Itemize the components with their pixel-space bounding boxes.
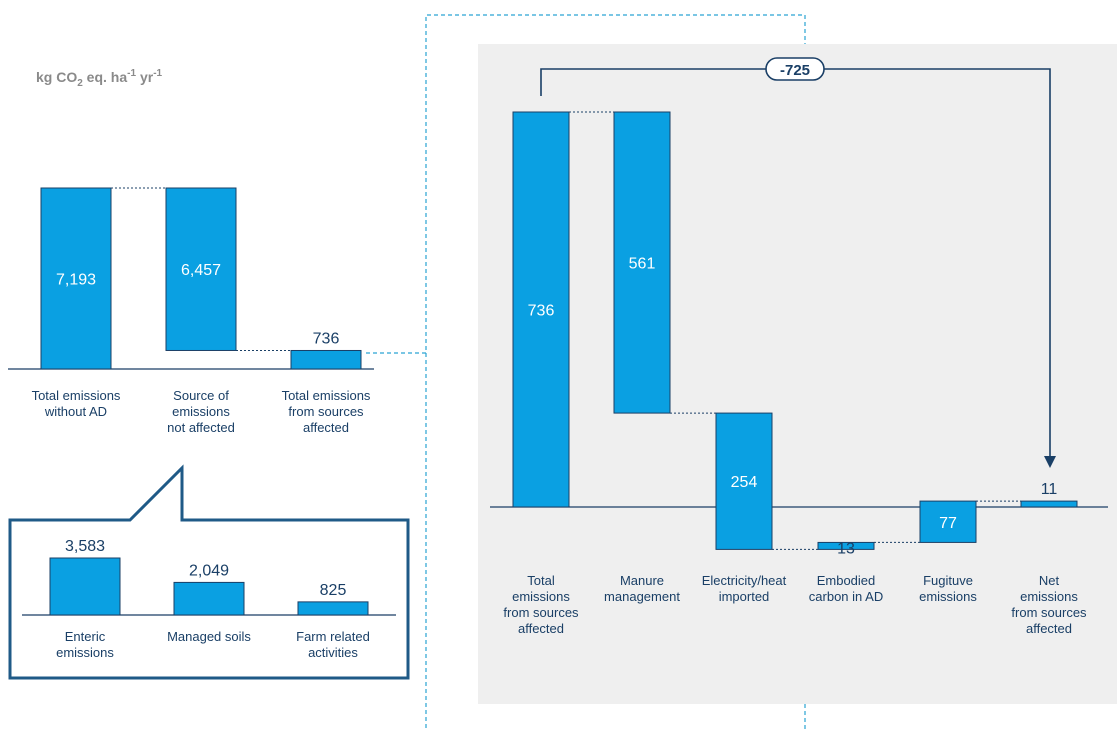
chart3-category-label: emissions	[1020, 589, 1078, 604]
chart3-category-label: affected	[518, 621, 564, 636]
chart3-category-label: emissions	[919, 589, 977, 604]
category-label: Total emissions	[32, 388, 121, 403]
chart3-category-label: Fugituve	[923, 573, 973, 588]
chart2-category-label: activities	[308, 645, 358, 660]
chart3-bar	[715, 412, 773, 550]
dashed-guides	[366, 14, 806, 729]
category-label: not affected	[167, 420, 235, 435]
chart3-category-label: from sources	[1011, 605, 1087, 620]
chart3-value-label: 254	[731, 474, 758, 491]
difference-label: -725	[780, 62, 810, 79]
right-panel-background	[478, 44, 1117, 704]
chart3-value-label: 13	[837, 540, 855, 557]
chart3-bar	[512, 111, 570, 508]
chart3-category-label: management	[604, 589, 680, 604]
chart3-value-label: 11	[1041, 481, 1058, 498]
difference-arrow: -725	[540, 57, 1056, 468]
chart3-category-label: Total	[527, 573, 555, 588]
callout-box	[8, 464, 410, 680]
chart3-category-label: imported	[719, 589, 770, 604]
chart3-category-label: emissions	[512, 589, 570, 604]
chart3-bar	[613, 111, 671, 414]
chart3-category-label: Net	[1039, 573, 1060, 588]
chart3-bar	[817, 541, 875, 550]
chart3-bar	[919, 500, 977, 543]
chart3-value-label: 736	[528, 303, 555, 320]
chart1-bar	[165, 187, 237, 351]
chart2-value-label: 3,583	[65, 538, 105, 555]
chart3-value-label: 77	[939, 515, 957, 532]
chart1-bar	[40, 187, 112, 370]
chart2-category-label: emissions	[56, 645, 114, 660]
chart2-value-label: 2,049	[189, 562, 229, 579]
chart1-bar	[290, 349, 362, 370]
chart1-value-label: 7,193	[56, 272, 96, 289]
chart1-value-label: 6,457	[181, 262, 221, 279]
chart3-value-label: 561	[629, 256, 656, 273]
category-label: from sources	[288, 404, 364, 419]
chart3-bar	[1020, 500, 1078, 508]
chart3-category-label: Embodied	[817, 573, 876, 588]
chart3-category-label: Electricity/heat	[702, 573, 787, 588]
chart2-value-label: 825	[320, 582, 347, 599]
chart2-bar	[173, 581, 245, 616]
chart2-category-label: Farm related	[296, 629, 370, 644]
chart3-category-label: carbon in AD	[809, 589, 883, 604]
category-label: Source of	[173, 388, 229, 403]
unit-label: kg CO2 eq. ha-1 yr-1	[36, 68, 163, 89]
chart3-category-label: affected	[1026, 621, 1072, 636]
chart2-category-label: Managed soils	[167, 629, 251, 644]
chart2-category-label: Enteric	[65, 629, 106, 644]
category-label: without AD	[44, 404, 107, 419]
chart3-category-label: from sources	[503, 605, 579, 620]
chart2-bar	[49, 557, 121, 616]
difference-badge	[765, 57, 825, 81]
category-label: affected	[303, 420, 349, 435]
chart3-category-label: Manure	[620, 573, 664, 588]
category-label: Total emissions	[282, 388, 371, 403]
category-label: emissions	[172, 404, 230, 419]
chart2-bar	[297, 601, 369, 616]
chart1-value-label: 736	[313, 330, 340, 347]
